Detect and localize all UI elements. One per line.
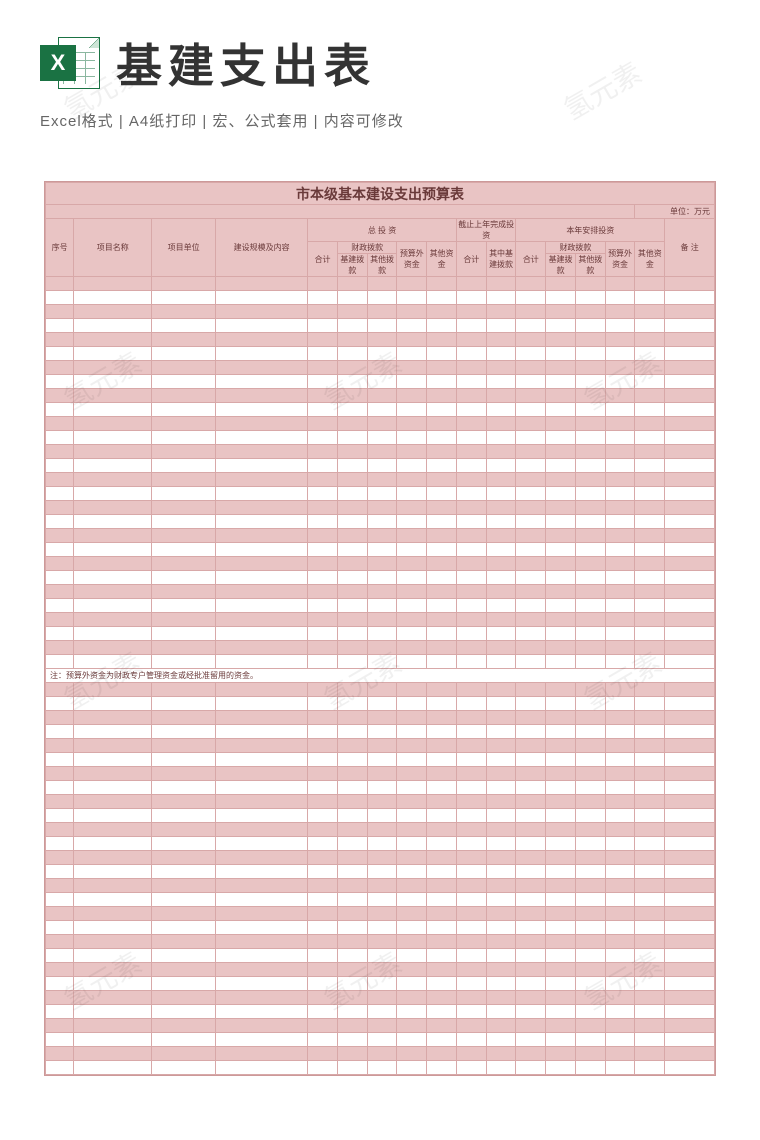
table-row	[46, 333, 715, 347]
table-row	[46, 585, 715, 599]
table-row	[46, 641, 715, 655]
table-row	[46, 319, 715, 333]
budget-table: 市本级基本建设支出预算表 单位：万元 序号 项目名称 项目单位 建设规模及内容 …	[45, 182, 715, 1075]
table-row	[46, 865, 715, 879]
table-row	[46, 1047, 715, 1061]
table-row	[46, 949, 715, 963]
table-row	[46, 277, 715, 291]
col-group-year: 本年安排投资	[516, 219, 665, 242]
header: X 基建支出表 Excel格式 | A4纸打印 | 宏、公式套用 | 内容可修改	[0, 0, 760, 141]
table-row	[46, 683, 715, 697]
table-row	[46, 823, 715, 837]
main-title: 基建支出表	[116, 30, 376, 96]
table-row	[46, 1019, 715, 1033]
table-row	[46, 1033, 715, 1047]
table-row	[46, 459, 715, 473]
table-row	[46, 655, 715, 669]
table-row	[46, 879, 715, 893]
table-row	[46, 893, 715, 907]
table-row	[46, 837, 715, 851]
table-row	[46, 515, 715, 529]
table-row	[46, 697, 715, 711]
excel-icon-letter: X	[40, 45, 76, 81]
table-row	[46, 305, 715, 319]
col-scope: 建设规模及内容	[216, 219, 308, 277]
title-row: X 基建支出表	[40, 30, 720, 96]
table-title: 市本级基本建设支出预算表	[46, 183, 715, 205]
table-row	[46, 627, 715, 641]
table-row	[46, 1061, 715, 1075]
col-group-total: 总 投 资	[308, 219, 457, 242]
footnote: 注：预算外资金为财政专户管理资金或经批准留用的资金。	[46, 669, 715, 683]
table-row	[46, 935, 715, 949]
table-row	[46, 1005, 715, 1019]
table-row	[46, 725, 715, 739]
table-row	[46, 711, 715, 725]
subtitle: Excel格式 | A4纸打印 | 宏、公式套用 | 内容可修改	[40, 110, 720, 131]
table-row	[46, 389, 715, 403]
table-row	[46, 529, 715, 543]
col-name: 项目名称	[74, 219, 152, 277]
table-row	[46, 809, 715, 823]
unit-label: 单位：万元	[635, 205, 715, 219]
table-row	[46, 795, 715, 809]
table-row	[46, 599, 715, 613]
col-remark: 备 注	[665, 219, 715, 277]
table-row	[46, 361, 715, 375]
table-row	[46, 739, 715, 753]
excel-icon: X	[40, 33, 100, 93]
col-group-prev: 截止上年完成投资	[456, 219, 516, 242]
table-row	[46, 991, 715, 1005]
table-row	[46, 907, 715, 921]
table-row	[46, 417, 715, 431]
table-row	[46, 571, 715, 585]
table-row	[46, 921, 715, 935]
table-row	[46, 487, 715, 501]
table-row	[46, 445, 715, 459]
table-row	[46, 431, 715, 445]
table-row	[46, 347, 715, 361]
table-row	[46, 753, 715, 767]
table-row	[46, 375, 715, 389]
table-row	[46, 781, 715, 795]
spreadsheet: 市本级基本建设支出预算表 单位：万元 序号 项目名称 项目单位 建设规模及内容 …	[44, 181, 716, 1076]
table-row	[46, 767, 715, 781]
table-row	[46, 963, 715, 977]
table-row	[46, 403, 715, 417]
table-row	[46, 557, 715, 571]
col-unit: 项目单位	[152, 219, 216, 277]
col-seq: 序号	[46, 219, 74, 277]
table-row	[46, 501, 715, 515]
table-row	[46, 291, 715, 305]
table-row	[46, 473, 715, 487]
table-row	[46, 543, 715, 557]
table-row	[46, 977, 715, 991]
table-row	[46, 851, 715, 865]
table-row	[46, 613, 715, 627]
